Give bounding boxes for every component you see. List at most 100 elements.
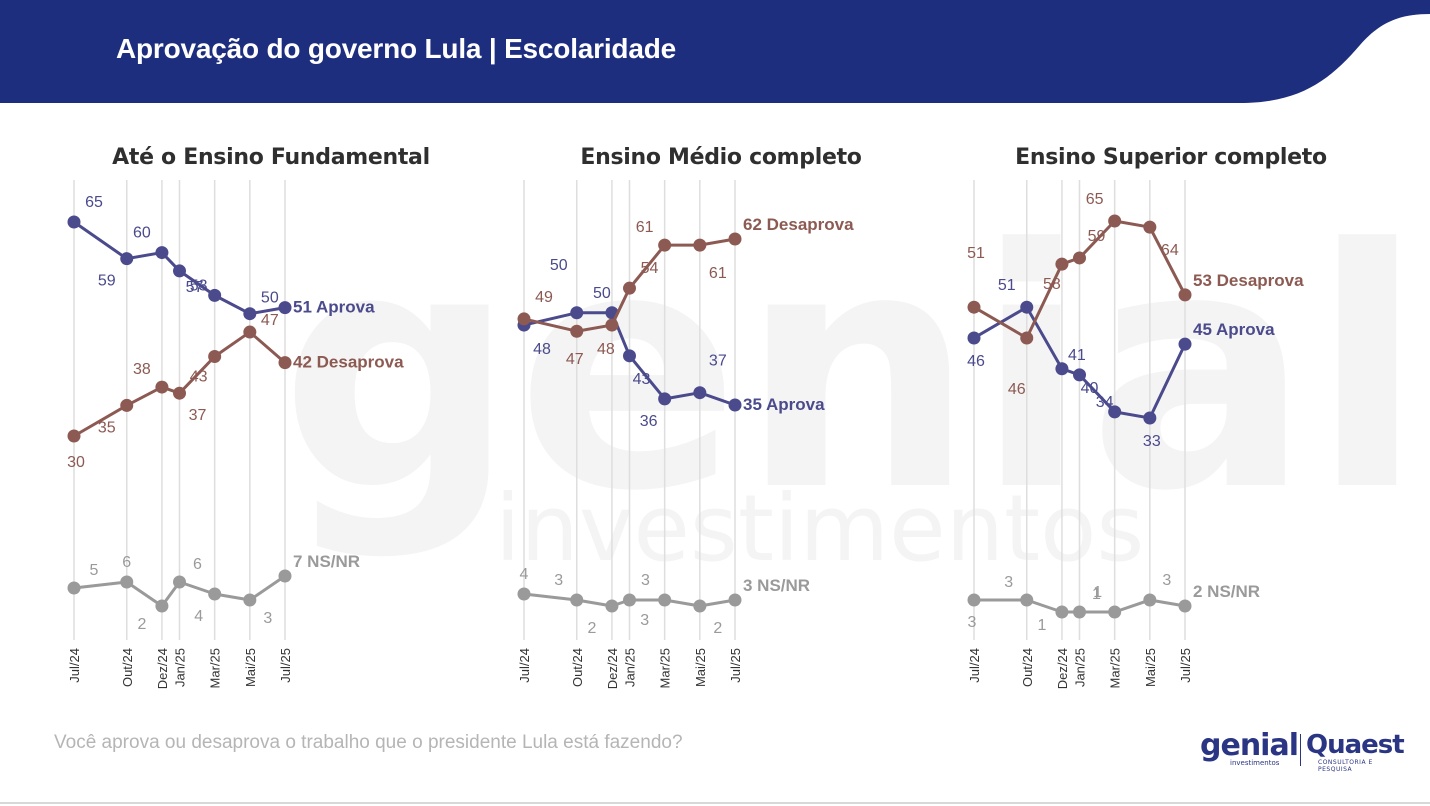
data-label-desaprova: 51 <box>967 245 985 262</box>
data-point-aprova <box>243 307 257 321</box>
data-label-desaprova: 49 <box>535 289 553 306</box>
data-point-desaprova <box>1073 251 1086 265</box>
end-label-aprova: 35 Aprova <box>743 395 825 414</box>
data-label-nsnr: 2 <box>137 616 146 633</box>
data-label-nsnr: 3 <box>641 572 650 589</box>
data-label-nsnr: 6 <box>193 556 202 573</box>
x-tick-label: Mai/25 <box>693 648 708 687</box>
x-tick-label: Jul/25 <box>1178 648 1193 683</box>
data-label-aprova: 51 <box>998 277 1016 294</box>
x-tick-label: Jan/25 <box>623 648 638 687</box>
data-point-desaprova <box>967 300 981 314</box>
data-label-desaprova: 54 <box>641 260 659 277</box>
data-point-desaprova <box>278 356 292 370</box>
data-label-aprova: 40 <box>1081 380 1099 397</box>
data-label-nsnr: 6 <box>122 554 131 571</box>
data-label-aprova: 33 <box>1143 433 1161 450</box>
data-point-aprova <box>693 386 707 400</box>
data-label-nsnr: 1 <box>1093 584 1102 601</box>
data-point-nsnr <box>208 587 222 601</box>
data-label-aprova: 57 <box>186 279 204 296</box>
x-tick-label: Mar/25 <box>658 648 673 688</box>
data-point-desaprova <box>243 325 257 339</box>
data-label-aprova: 37 <box>709 353 727 370</box>
end-label-nsnr: 3 NS/NR <box>743 576 810 595</box>
data-point-aprova <box>1143 411 1157 425</box>
data-label-aprova: 50 <box>593 285 611 302</box>
page-title: Aprovação do governo Lula | Escolaridade <box>116 33 676 64</box>
data-label-aprova: 59 <box>98 273 116 290</box>
data-label-aprova: 46 <box>967 353 985 370</box>
data-label-nsnr: 3 <box>1162 572 1171 589</box>
data-label-nsnr: 5 <box>90 562 99 579</box>
data-label-desaprova: 61 <box>636 219 654 236</box>
data-label-desaprova: 46 <box>1008 381 1026 398</box>
x-tick-label: Out/24 <box>120 648 135 687</box>
watermark-word: genial <box>280 179 1424 563</box>
data-label-desaprova: 64 <box>1161 242 1179 259</box>
header-background <box>0 0 1430 103</box>
data-point-aprova <box>623 349 636 363</box>
x-tick-label: Out/24 <box>570 648 585 687</box>
data-label-nsnr: 2 <box>587 620 596 637</box>
data-label-aprova: 41 <box>1068 347 1086 364</box>
data-point-desaprova <box>208 350 222 364</box>
data-point-aprova <box>658 392 672 406</box>
data-point-nsnr <box>1020 593 1034 607</box>
data-label-nsnr: 3 <box>263 610 272 627</box>
data-label-desaprova: 43 <box>190 369 208 386</box>
data-point-desaprova <box>1020 331 1034 345</box>
x-tick-label: Mar/25 <box>208 648 223 688</box>
data-point-nsnr <box>967 593 981 607</box>
genial-logo: genial <box>1200 728 1299 763</box>
chart-title-fundamental: Até o Ensino Fundamental <box>112 145 430 170</box>
data-point-nsnr <box>623 593 636 607</box>
data-point-nsnr <box>1073 605 1086 619</box>
data-point-nsnr <box>693 599 707 613</box>
data-point-aprova <box>208 288 222 302</box>
x-tick-label: Jul/24 <box>967 648 982 683</box>
data-point-nsnr <box>1178 599 1192 613</box>
data-point-aprova <box>278 301 292 315</box>
x-tick-label: Out/24 <box>1020 648 1035 687</box>
end-label-aprova: 51 Aprova <box>293 298 375 317</box>
data-point-desaprova <box>570 324 584 338</box>
x-tick-label: Jul/24 <box>67 648 82 683</box>
data-label-aprova: 60 <box>133 225 151 242</box>
quaest-logo: Quaest <box>1306 730 1405 760</box>
data-point-desaprova <box>693 238 707 252</box>
data-point-nsnr <box>1055 605 1069 619</box>
x-tick-label: Jul/25 <box>278 648 293 683</box>
x-tick-label: Jul/24 <box>517 648 532 683</box>
x-tick-label: Jan/25 <box>1073 648 1088 687</box>
quaest-logo-sub: CONSULTORIA E PESQUISA <box>1318 759 1373 773</box>
x-tick-label: Mai/25 <box>1143 648 1158 687</box>
data-point-aprova <box>1055 362 1069 376</box>
data-point-nsnr <box>1108 605 1122 619</box>
data-point-aprova <box>155 246 169 260</box>
data-label-nsnr: 1 <box>1037 617 1046 634</box>
x-tick-label: Dez/24 <box>155 648 170 689</box>
x-tick-label: Mar/25 <box>1108 648 1123 688</box>
data-label-desaprova: 30 <box>67 454 85 471</box>
x-tick-label: Dez/24 <box>605 648 620 689</box>
data-point-nsnr <box>155 599 169 613</box>
end-label-nsnr: 7 NS/NR <box>293 552 360 571</box>
end-label-nsnr: 2 NS/NR <box>1193 582 1260 601</box>
data-point-desaprova <box>728 232 742 246</box>
chart-title-medio: Ensino Médio completo <box>580 145 862 170</box>
data-label-desaprova: 47 <box>261 312 279 329</box>
data-point-nsnr <box>605 599 619 613</box>
data-point-aprova <box>1020 300 1034 314</box>
data-label-aprova: 34 <box>1096 394 1114 411</box>
data-point-nsnr <box>278 569 292 583</box>
data-label-aprova: 53 <box>190 277 208 294</box>
data-point-nsnr <box>728 593 742 607</box>
data-point-desaprova <box>1108 214 1122 228</box>
data-label-desaprova: 47 <box>566 351 584 368</box>
data-point-aprova <box>728 398 742 412</box>
bottom-divider <box>0 802 1430 804</box>
x-tick-label: Dez/24 <box>1055 648 1070 689</box>
